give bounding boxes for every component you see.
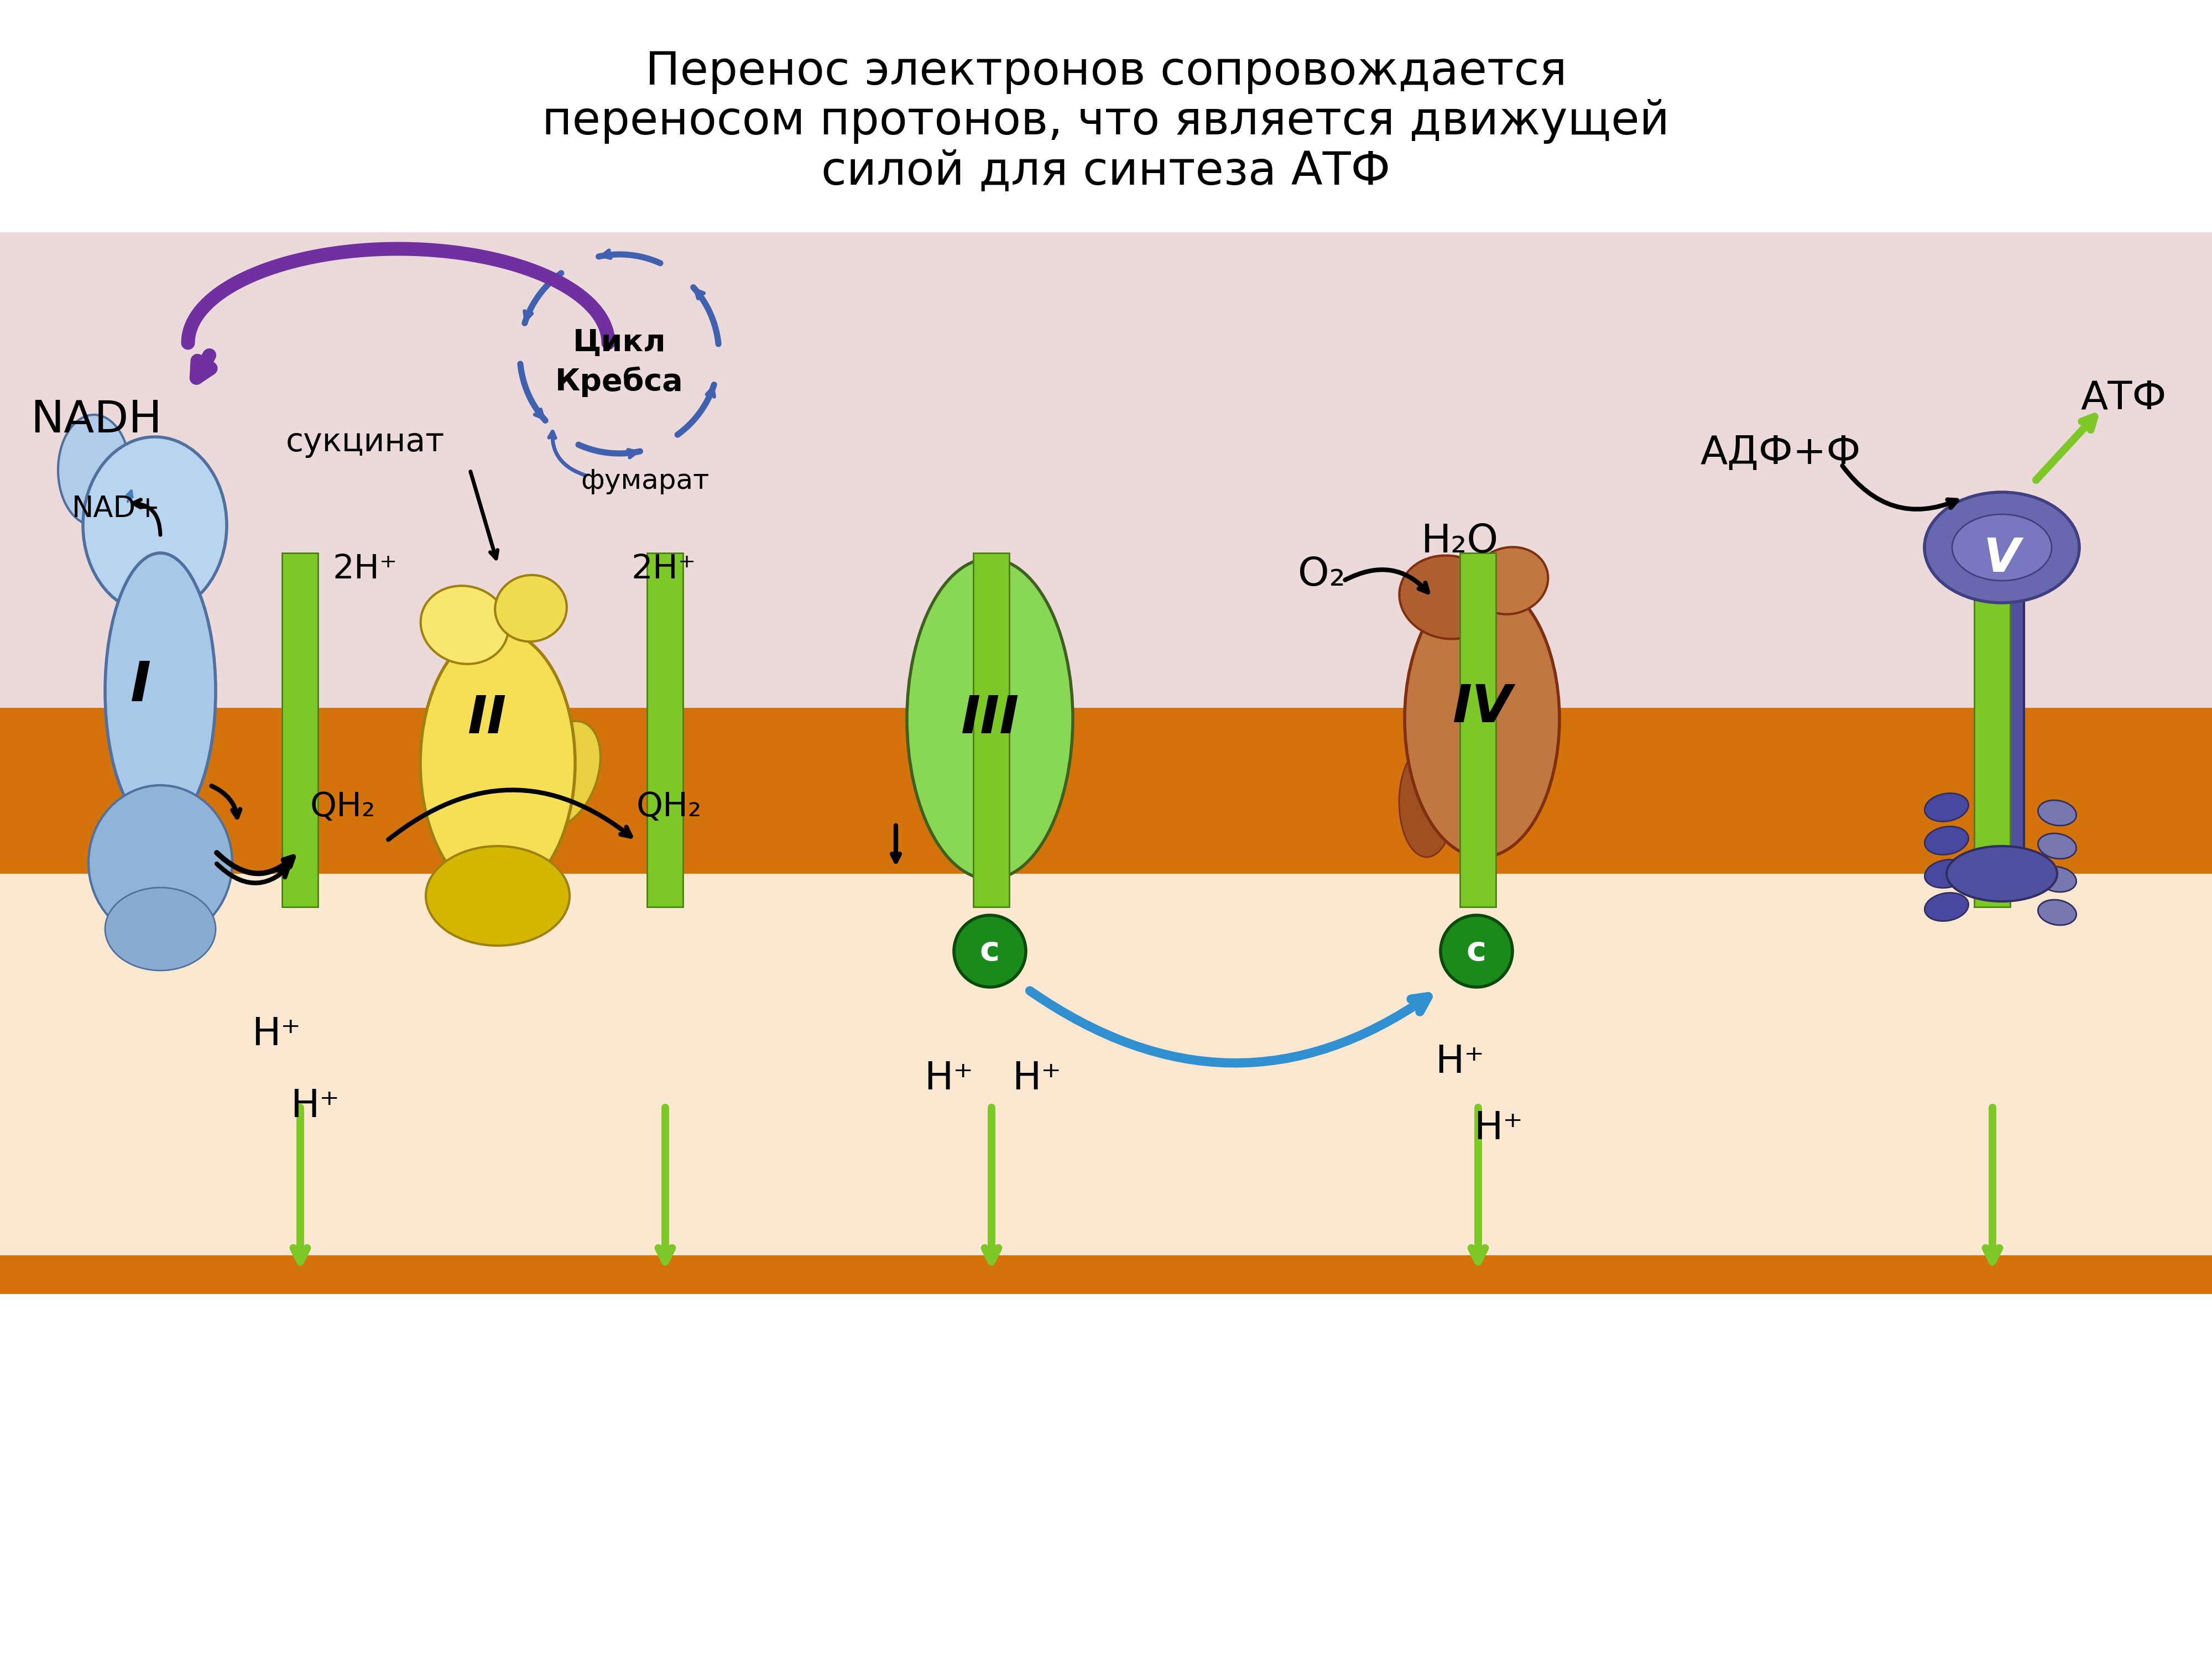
Text: II: II bbox=[467, 693, 507, 745]
Bar bbox=[1980, 581, 2024, 891]
Ellipse shape bbox=[1947, 846, 2057, 901]
Text: IV: IV bbox=[1451, 682, 1513, 733]
Bar bbox=[0, 0, 2212, 232]
Text: силой для синтеза АТФ: силой для синтеза АТФ bbox=[821, 149, 1391, 194]
Bar bbox=[0, 708, 2212, 874]
Ellipse shape bbox=[1924, 493, 2079, 602]
Text: Перенос электронов сопровождается: Перенос электронов сопровождается bbox=[646, 50, 1566, 95]
Ellipse shape bbox=[420, 586, 509, 664]
Ellipse shape bbox=[1953, 514, 2053, 581]
Text: H⁺: H⁺ bbox=[1473, 1110, 1524, 1146]
Bar bbox=[0, 1256, 2212, 1272]
Text: c: c bbox=[980, 936, 1000, 967]
Ellipse shape bbox=[1400, 556, 1498, 639]
Bar bbox=[0, 1272, 2212, 1659]
Ellipse shape bbox=[495, 576, 566, 642]
Text: c: c bbox=[1467, 936, 1486, 967]
Bar bbox=[283, 552, 319, 907]
Text: H⁺: H⁺ bbox=[1436, 1044, 1484, 1080]
Text: NAD+: NAD+ bbox=[71, 494, 161, 523]
Ellipse shape bbox=[84, 436, 228, 614]
Text: QH₂: QH₂ bbox=[637, 791, 701, 825]
Bar bbox=[0, 1161, 2212, 1272]
Text: H⁺: H⁺ bbox=[925, 1060, 973, 1097]
Text: переносом протонов, что является движущей: переносом протонов, что является движуще… bbox=[542, 100, 1670, 144]
Bar bbox=[1460, 552, 1495, 907]
Circle shape bbox=[1440, 916, 1513, 987]
Text: O₂: O₂ bbox=[1298, 556, 1345, 594]
Text: 2H⁺: 2H⁺ bbox=[332, 554, 398, 586]
Text: Цикл: Цикл bbox=[573, 328, 666, 358]
Text: Кребса: Кребса bbox=[555, 367, 684, 397]
Text: АДФ+Ф: АДФ+Ф bbox=[1701, 435, 1860, 473]
Ellipse shape bbox=[88, 785, 232, 941]
Ellipse shape bbox=[2037, 800, 2077, 826]
Ellipse shape bbox=[2037, 866, 2077, 893]
Bar bbox=[0, 1261, 2212, 1294]
Bar bbox=[0, 232, 2212, 1161]
Ellipse shape bbox=[529, 722, 599, 828]
Text: V: V bbox=[1984, 536, 2020, 582]
Ellipse shape bbox=[1924, 826, 1969, 854]
Bar bbox=[1975, 552, 2011, 907]
Text: III: III bbox=[960, 693, 1020, 745]
Bar bbox=[646, 552, 684, 907]
Ellipse shape bbox=[1924, 893, 1969, 921]
Ellipse shape bbox=[58, 415, 131, 526]
Text: QH₂: QH₂ bbox=[310, 791, 376, 825]
Ellipse shape bbox=[2037, 833, 2077, 859]
Ellipse shape bbox=[1924, 793, 1969, 821]
Ellipse shape bbox=[2037, 899, 2077, 926]
Ellipse shape bbox=[907, 559, 1073, 879]
Text: H⁺: H⁺ bbox=[290, 1088, 341, 1125]
Ellipse shape bbox=[1924, 859, 1969, 888]
Ellipse shape bbox=[1471, 547, 1548, 614]
Ellipse shape bbox=[420, 630, 575, 896]
Ellipse shape bbox=[106, 552, 217, 830]
Text: фумарат: фумарат bbox=[580, 468, 710, 494]
Text: NADH: NADH bbox=[31, 398, 161, 441]
Ellipse shape bbox=[425, 846, 571, 946]
Text: H₂O: H₂O bbox=[1420, 523, 1500, 561]
Text: сукцинат: сукцинат bbox=[285, 426, 445, 458]
Circle shape bbox=[953, 916, 1026, 987]
Ellipse shape bbox=[1405, 581, 1559, 858]
Bar bbox=[0, 1271, 2212, 1274]
Ellipse shape bbox=[1400, 747, 1455, 858]
Bar bbox=[973, 552, 1009, 907]
Bar bbox=[0, 874, 2212, 1272]
Text: АТФ: АТФ bbox=[2081, 380, 2166, 418]
Text: I: I bbox=[131, 659, 150, 713]
Circle shape bbox=[513, 249, 726, 460]
Text: H⁺: H⁺ bbox=[252, 1015, 301, 1053]
Text: 2H⁺: 2H⁺ bbox=[630, 554, 697, 586]
Text: H⁺: H⁺ bbox=[1013, 1060, 1062, 1097]
Ellipse shape bbox=[106, 888, 217, 971]
